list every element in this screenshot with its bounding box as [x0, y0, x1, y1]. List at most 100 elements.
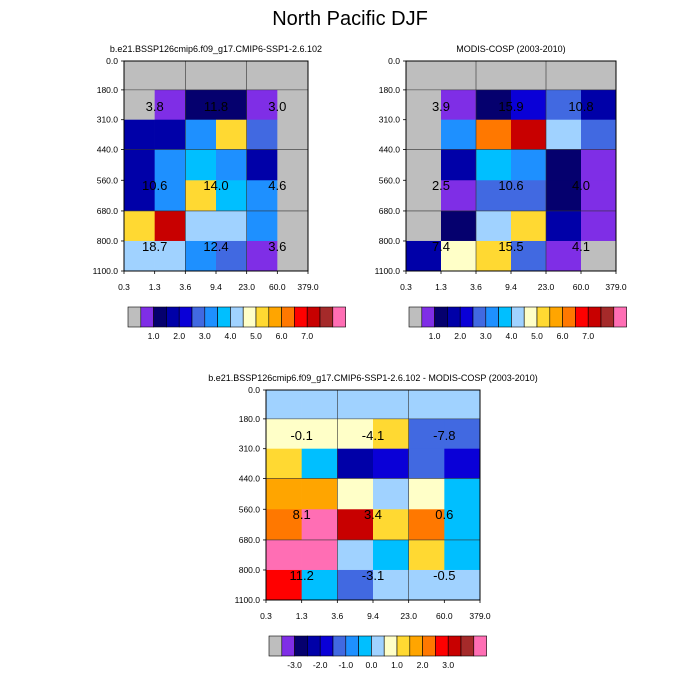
heatmap-cell [301, 569, 338, 601]
heatmap-cell [373, 390, 409, 420]
box-value-label: 0.6 [435, 507, 453, 522]
box-value-label: 8.1 [293, 507, 311, 522]
colorbar-swatch [498, 306, 512, 328]
y-tick-label: 680.0 [239, 535, 261, 545]
heatmap-cell [124, 149, 155, 181]
heatmap-cell [124, 89, 155, 120]
heatmap-cell [266, 539, 302, 571]
heatmap-cell [511, 240, 547, 272]
colorbar-swatch [383, 635, 398, 657]
heatmap-cell [266, 509, 302, 541]
heatmap-cell [408, 390, 445, 420]
heatmap-cell [337, 448, 374, 479]
colorbar-label: -3.0 [287, 660, 302, 670]
colorbar-swatch [153, 306, 167, 328]
heatmap-cell [373, 478, 409, 510]
colorbar-swatch [421, 306, 435, 328]
heatmap-cell [185, 149, 217, 181]
heatmap-cell [337, 569, 374, 601]
x-tick-label: 0.3 [260, 611, 272, 621]
box-value-label: 3.9 [432, 99, 450, 114]
heatmap-cell [301, 390, 338, 420]
heatmap-cell [408, 448, 445, 479]
box-value-label: 3.0 [268, 99, 286, 114]
heatmap-cell [511, 61, 547, 91]
heatmap-cell [406, 89, 442, 120]
colorbar-swatch [587, 306, 602, 328]
x-tick-label: 23.0 [238, 282, 255, 292]
heatmap-cell [406, 240, 442, 272]
heatmap-cell [277, 210, 309, 242]
heatmap-cell [546, 149, 582, 181]
heatmap-cell [408, 569, 445, 601]
heatmap-cell [216, 180, 247, 212]
heatmap-cell [277, 149, 309, 181]
heatmap-cell [266, 448, 302, 479]
box-value-label: 12.4 [203, 239, 228, 254]
heatmap-cell [266, 418, 302, 449]
colorbar-swatch [191, 306, 206, 328]
colorbar-label: 7.0 [301, 331, 313, 341]
heatmap-cell [124, 61, 155, 91]
colorbar-swatch [396, 635, 411, 657]
colorbar-label: 5.0 [250, 331, 262, 341]
colorbar-label: 2.0 [454, 331, 466, 341]
heatmap-cell [408, 509, 445, 541]
colorbar-label: -1.0 [338, 660, 353, 670]
heatmap-cell [277, 119, 309, 150]
panel-title: MODIS-COSP (2003-2010) [456, 44, 565, 54]
x-tick-label: 60.0 [436, 611, 453, 621]
heatmap-cell [476, 210, 512, 242]
box-value-label: 2.5 [432, 178, 450, 193]
heatmap-cell [441, 240, 477, 272]
heatmap-cell [373, 418, 409, 449]
box-value-label: 4.0 [572, 178, 590, 193]
heatmap-cell [216, 61, 247, 91]
box-value-label: 11.2 [289, 568, 313, 583]
heatmap-cell [511, 210, 547, 242]
heatmap-cell [154, 149, 186, 181]
colorbar-swatch [166, 306, 180, 328]
colorbar-swatch [409, 635, 423, 657]
colorbar-swatch [281, 635, 295, 657]
x-tick-label: 23.0 [400, 611, 417, 621]
y-tick-label: 800.0 [97, 236, 119, 246]
x-tick-label: 60.0 [269, 282, 286, 292]
heatmap-cell [581, 210, 617, 242]
box-value-label: 10.6 [142, 178, 167, 193]
heatmap-cell [406, 119, 442, 150]
colorbar-swatch [549, 306, 563, 328]
heatmap-cell [246, 180, 278, 212]
box-value-label: 18.7 [142, 239, 167, 254]
x-tick-label: 0.3 [118, 282, 130, 292]
colorbar-swatch [306, 306, 321, 328]
heatmap-cell [154, 119, 186, 150]
heatmap-cell [476, 180, 512, 212]
x-tick-label: 379.0 [297, 282, 319, 292]
heatmap-cell [246, 210, 278, 242]
heatmap-cell [246, 89, 278, 120]
y-tick-label: 180.0 [97, 85, 119, 95]
colorbar-swatch [294, 635, 308, 657]
colorbar-label: 3.0 [199, 331, 211, 341]
heatmap-cell [301, 478, 338, 510]
heatmap-cell [373, 448, 409, 479]
colorbar-label: 1.0 [429, 331, 441, 341]
heatmap-cell [124, 119, 155, 150]
heatmap-cell [124, 180, 155, 212]
y-tick-label: 310.0 [239, 444, 261, 454]
colorbar-label: 1.0 [391, 660, 403, 670]
panel-title: b.e21.BSSP126cmip6.f09_g17.CMIP6-SSP1-2.… [208, 373, 538, 383]
heatmap-cell [301, 448, 338, 479]
colorbar-swatch [613, 306, 627, 328]
heatmap-cell [476, 61, 512, 91]
box-value-label: 10.8 [568, 99, 593, 114]
box-value-label: 15.9 [498, 99, 523, 114]
colorbar-label: 5.0 [531, 331, 543, 341]
y-tick-label: 680.0 [379, 206, 401, 216]
heatmap-cell [185, 240, 217, 272]
heatmap-cell [277, 180, 309, 212]
heatmap-cell [444, 390, 481, 420]
x-tick-label: 1.3 [149, 282, 161, 292]
y-tick-label: 0.0 [388, 56, 400, 66]
